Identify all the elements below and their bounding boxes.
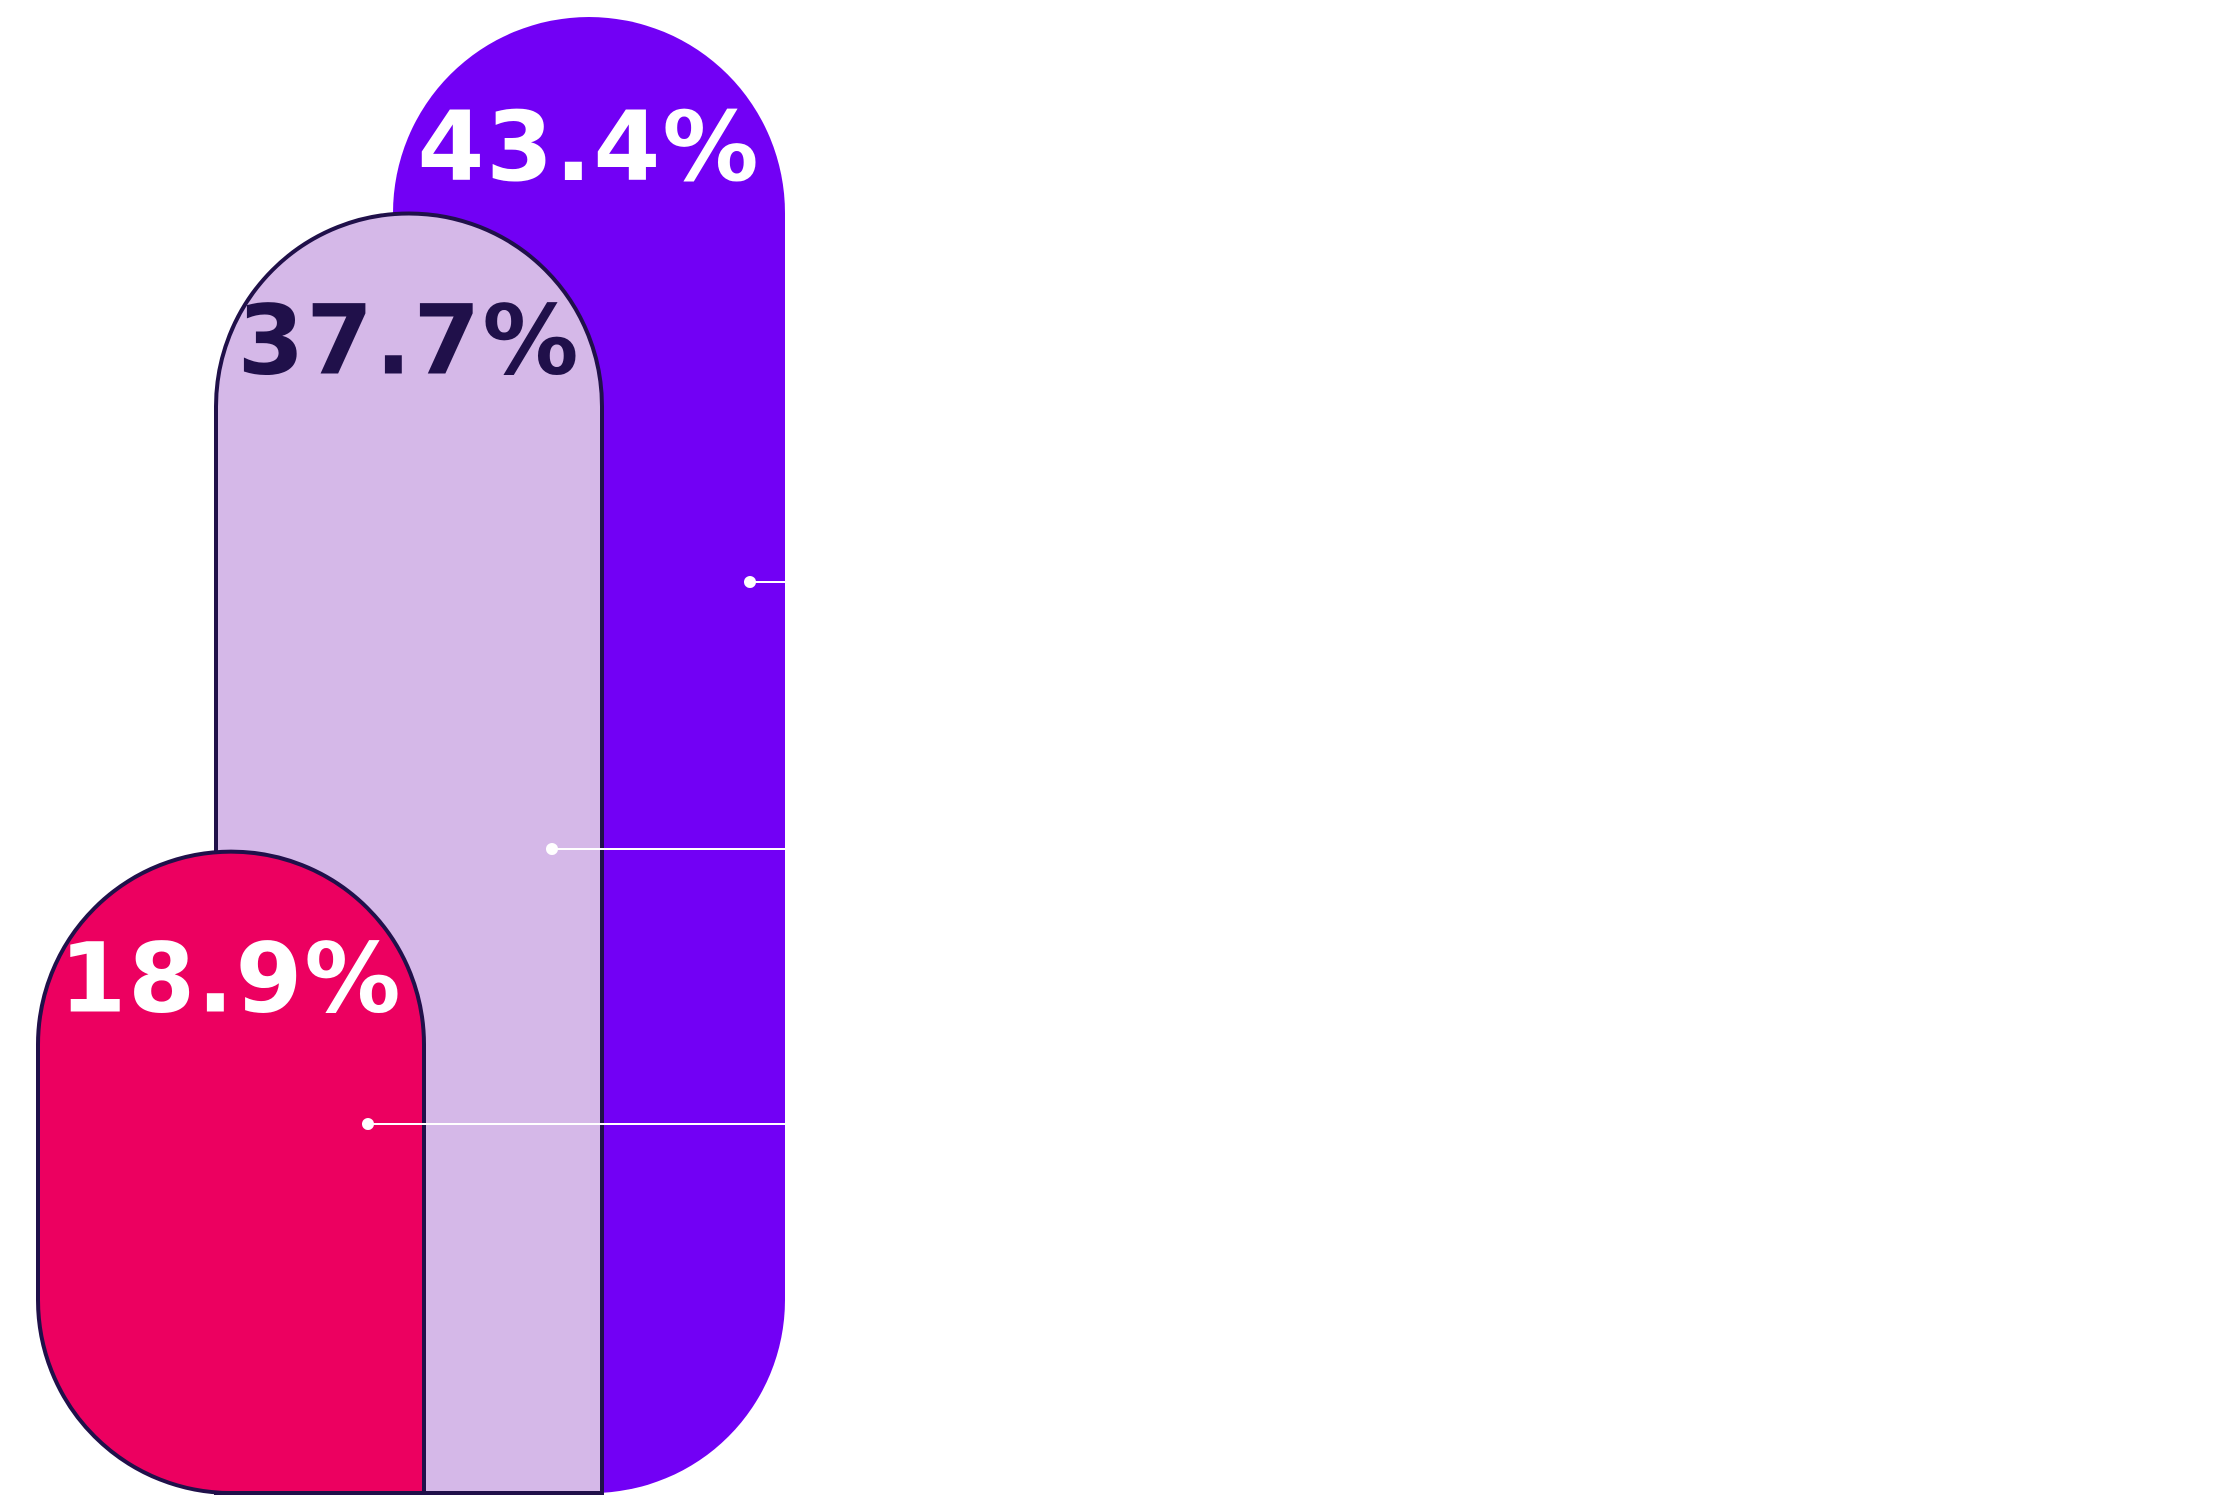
value-label-18-9: 18.9% [59, 923, 402, 1035]
value-label-37-7: 37.7% [237, 284, 580, 396]
connector-dot-3 [362, 1118, 374, 1130]
bars-group [36, 17, 785, 1495]
connectors-group [362, 576, 785, 1130]
connector-dot-1 [744, 576, 756, 588]
connector-dot-2 [546, 843, 558, 855]
bar-18-9 [36, 849, 426, 1495]
value-label-43-4: 43.4% [417, 91, 760, 203]
labels-group: 43.4% 37.7% 18.9% [59, 91, 760, 1035]
